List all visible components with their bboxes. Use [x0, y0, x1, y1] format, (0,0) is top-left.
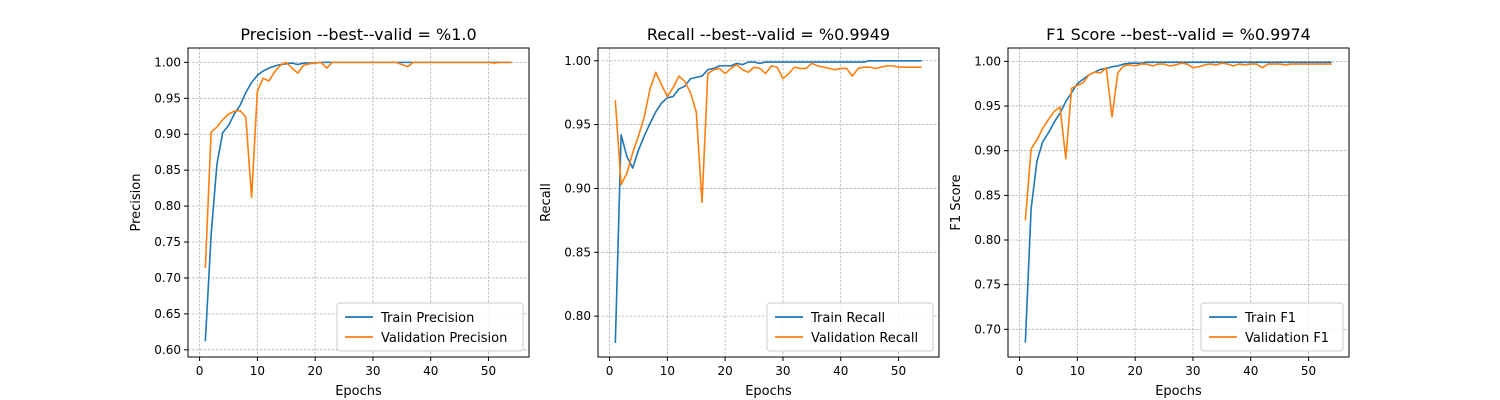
x-tick-label: 0 [196, 364, 204, 378]
x-tick-label: 50 [1301, 364, 1316, 378]
x-tick-label: 10 [1070, 364, 1085, 378]
y-tick-label: 0.90 [974, 144, 1001, 158]
y-tick-label: 0.80 [564, 309, 591, 323]
x-tick-label: 40 [1243, 364, 1258, 378]
y-tick-label: 0.85 [564, 245, 591, 259]
x-axis-label: Epochs [745, 384, 792, 399]
x-tick-label: 20 [718, 364, 733, 378]
y-tick-label: 0.90 [154, 127, 181, 141]
legend: Train Recall Validation Recall [766, 302, 934, 352]
chart-panel-2: 0 10 20 30 40 50 0.80 0.85 0.90 0.95 1.00 Recall --… [539, 25, 940, 399]
y-tick-label: 0.95 [564, 118, 591, 132]
legend: Train F1 Validation F1 [1200, 302, 1344, 352]
series-line-train-f1 [1024, 61, 1332, 343]
plot-frame [1007, 47, 1350, 358]
chart-title: F1 Score --best--valid = %0.9974 [1046, 25, 1311, 44]
x-tick-label: 50 [891, 364, 906, 378]
x-tick-label: 30 [1185, 364, 1200, 378]
legend-frame [1200, 302, 1344, 352]
series-line-train-recall [614, 59, 922, 343]
y-tick-label: 0.80 [154, 199, 181, 213]
chart-panel-1: 0 10 20 30 40 50 0.60 0.65 0.70 0.75 0.80 0.85 0.90 0… [129, 25, 530, 399]
series-line-train-precision [204, 61, 512, 342]
legend: Train Precision Validation Precision [336, 302, 524, 352]
x-tick-label: 20 [1128, 364, 1143, 378]
x-tick-label: 0 [606, 364, 614, 378]
x-axis-label: Epochs [1155, 384, 1202, 399]
x-tick-label: 10 [660, 364, 675, 378]
series-line-validation-precision [204, 61, 512, 268]
y-tick-label: 0.85 [974, 188, 1001, 202]
legend-label: Train F1 [1244, 311, 1296, 326]
y-tick-label: 0.95 [154, 91, 181, 105]
legend-label: Train Recall [810, 311, 885, 326]
plot-frame [187, 47, 530, 358]
legend-label: Train Precision [380, 311, 474, 326]
series-line-validation-recall [614, 62, 922, 204]
chart-title: Recall --best--valid = %0.9949 [647, 25, 890, 44]
y-tick-label: 1.00 [154, 55, 181, 69]
x-tick-label: 40 [833, 364, 848, 378]
x-tick-label: 20 [308, 364, 323, 378]
legend-label: Validation Precision [381, 331, 507, 346]
x-tick-label: 0 [1016, 364, 1024, 378]
legend-label: Validation Recall [811, 331, 918, 346]
y-tick-label: 0.85 [154, 163, 181, 177]
legend-frame [766, 302, 934, 352]
legend-label: Validation F1 [1245, 331, 1329, 346]
x-tick-label: 10 [250, 364, 265, 378]
x-tick-label: 30 [365, 364, 380, 378]
y-tick-label: 0.70 [154, 271, 181, 285]
y-tick-label: 1.00 [974, 54, 1001, 68]
y-tick-label: 0.90 [564, 181, 591, 195]
y-axis-label: Recall [539, 183, 554, 222]
x-tick-label: 40 [423, 364, 438, 378]
y-tick-label: 0.60 [154, 343, 181, 357]
y-tick-label: 0.65 [154, 307, 181, 321]
legend-frame [336, 302, 524, 352]
y-tick-label: 0.75 [974, 278, 1001, 292]
series-line-validation-f1 [1024, 62, 1332, 221]
chart-title: Precision --best--valid = %1.0 [240, 25, 476, 44]
y-tick-label: 0.75 [154, 235, 181, 249]
y-tick-label: 0.80 [974, 233, 1001, 247]
y-tick-label: 1.00 [564, 54, 591, 68]
y-axis-label: F1 Score [949, 174, 964, 230]
x-tick-label: 30 [775, 364, 790, 378]
x-axis-label: Epochs [335, 384, 382, 399]
y-tick-label: 0.70 [974, 322, 1001, 336]
chart-panel-3: 0 10 20 30 40 50 0.70 0.75 0.80 0.85 0.90 0.95 1.00 F… [949, 25, 1350, 399]
y-tick-label: 0.95 [974, 99, 1001, 113]
x-tick-label: 50 [481, 364, 496, 378]
y-axis-label: Precision [129, 173, 144, 231]
plot-frame [597, 47, 940, 358]
